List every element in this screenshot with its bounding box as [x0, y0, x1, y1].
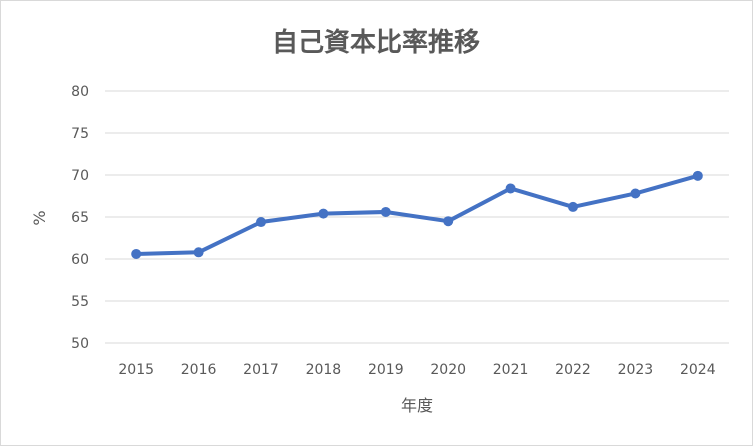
- y-tick-label: 65: [71, 210, 89, 226]
- chart-title: 自己資本比率推移: [272, 27, 480, 58]
- data-point: [380, 206, 391, 217]
- data-point: [630, 188, 641, 199]
- x-tick-label: 2018: [306, 362, 342, 378]
- y-tick-label: 55: [71, 294, 89, 310]
- x-tick-label: 2017: [243, 362, 279, 378]
- x-axis-ticks: 2015 2016 2017 2018 2019 2020 2021 2022 2023 2024: [118, 362, 715, 378]
- data-point: [256, 217, 266, 228]
- x-tick-label: 2023: [618, 362, 654, 378]
- x-tick-label: 2019: [368, 362, 404, 378]
- x-tick-label: 2016: [181, 362, 217, 378]
- series-layer: [131, 170, 703, 259]
- y-tick-label: 80: [71, 84, 89, 100]
- y-tick-label: 50: [71, 336, 89, 352]
- x-tick-label: 2024: [680, 362, 716, 378]
- x-tick-label: 2015: [118, 362, 154, 378]
- data-point: [318, 208, 329, 219]
- data-point: [692, 170, 703, 181]
- grid-layer: [105, 90, 729, 344]
- x-tick-label: 2022: [555, 362, 591, 378]
- data-point: [568, 201, 578, 212]
- data-point: [131, 248, 142, 259]
- y-axis-ticks: 50 55 60 65 70 75 80: [71, 84, 89, 352]
- series-line: [134, 173, 700, 256]
- x-tick-label: 2021: [493, 362, 529, 378]
- data-point: [193, 247, 204, 258]
- data-point: [443, 216, 454, 227]
- y-tick-label: 75: [71, 126, 89, 142]
- y-tick-label: 70: [71, 168, 89, 184]
- data-point: [505, 183, 516, 194]
- x-axis-label: 年度: [401, 396, 433, 415]
- x-tick-label: 2020: [430, 362, 466, 378]
- y-tick-label: 60: [71, 252, 89, 268]
- y-axis-label: %: [30, 210, 49, 225]
